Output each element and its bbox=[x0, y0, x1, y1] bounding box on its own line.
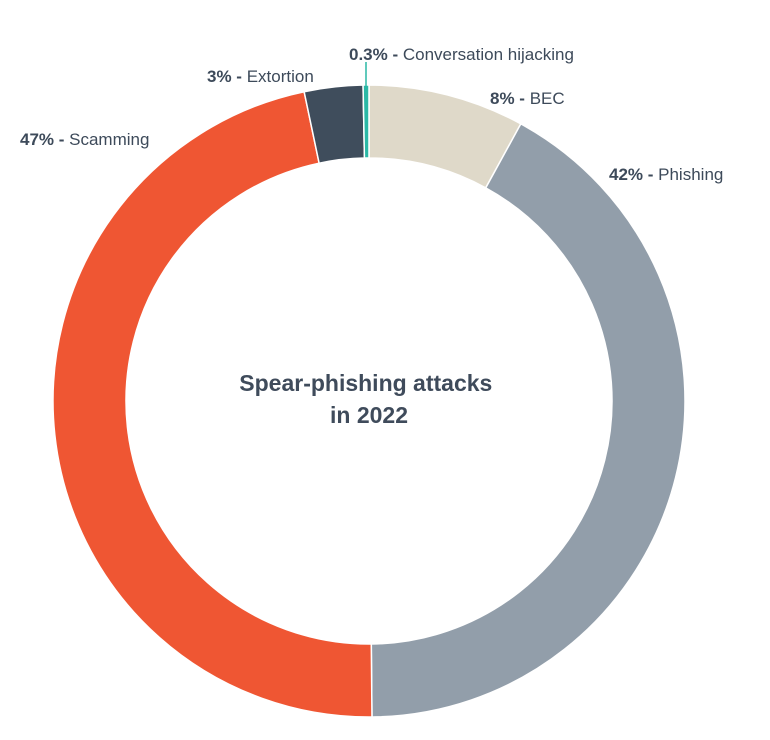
label-phishing-name: Phishing bbox=[658, 165, 723, 184]
chart-title-line-1: Spear-phishing attacks bbox=[239, 370, 492, 396]
slice-phishing bbox=[370, 122, 686, 718]
label-bec-value: 8% bbox=[490, 89, 515, 108]
label-bec-name: BEC bbox=[530, 89, 565, 108]
label-conversation-hijacking-value: 0.3% bbox=[349, 45, 388, 64]
label-phishing: 42% - Phishing bbox=[609, 165, 723, 184]
label-extortion-name: Extortion bbox=[247, 67, 314, 86]
label-scamming-name: Scamming bbox=[69, 130, 149, 149]
label-extortion: 3% - Extortion bbox=[207, 67, 314, 86]
label-conversation-hijacking-name: Conversation hijacking bbox=[403, 45, 574, 64]
label-bec: 8% - BEC bbox=[490, 89, 565, 108]
chart-title-line-2: in 2022 bbox=[330, 402, 408, 428]
label-conversation-hijacking: 0.3% - Conversation hijacking bbox=[349, 45, 574, 64]
label-scamming-value: 47% bbox=[20, 130, 54, 149]
chart-title: Spear-phishing attacks in 2022 bbox=[239, 370, 498, 428]
label-extortion-value: 3% bbox=[207, 67, 232, 86]
slice-scamming bbox=[52, 90, 373, 718]
label-scamming: 47% - Scamming bbox=[20, 130, 149, 149]
donut-slices bbox=[52, 84, 686, 718]
slice-conversation-hijacking bbox=[362, 84, 370, 159]
label-phishing-value: 42% bbox=[609, 165, 643, 184]
